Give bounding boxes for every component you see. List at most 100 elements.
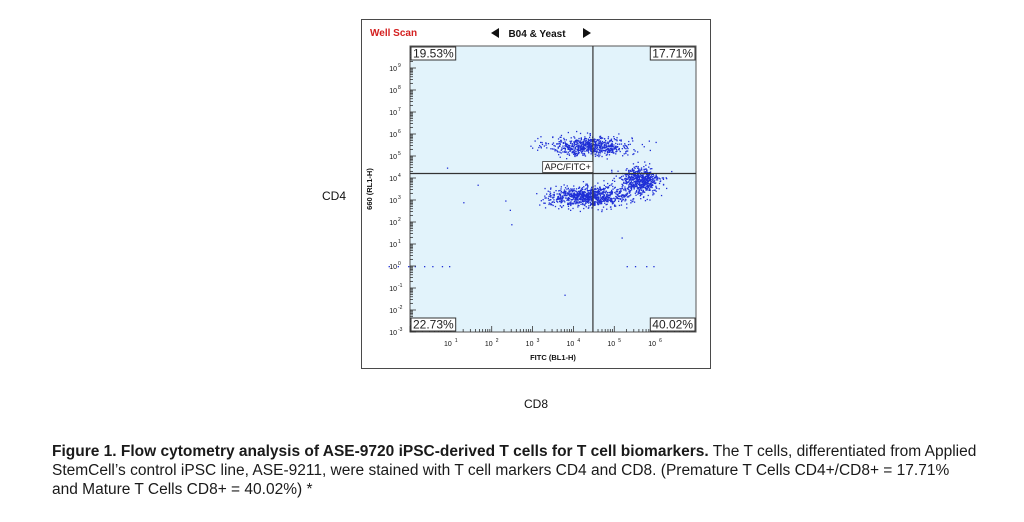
data-point	[579, 148, 582, 150]
data-point	[622, 185, 624, 187]
data-point	[597, 142, 599, 144]
data-point	[608, 149, 610, 151]
data-point	[656, 187, 658, 189]
data-point	[573, 153, 575, 155]
data-point	[574, 153, 576, 155]
data-point	[621, 186, 623, 188]
data-point	[602, 187, 605, 190]
data-point	[590, 147, 592, 149]
y-tick-label: 10	[389, 330, 397, 337]
data-point	[547, 143, 550, 145]
data-point	[588, 195, 590, 197]
data-point	[596, 146, 599, 148]
data-point	[610, 143, 613, 145]
data-point	[611, 142, 613, 144]
data-point	[601, 193, 603, 195]
data-point	[597, 195, 599, 197]
y-tick-label: 10	[389, 220, 397, 227]
data-point	[647, 189, 649, 191]
data-point	[619, 139, 621, 141]
data-point	[621, 178, 623, 180]
data-point	[636, 186, 638, 188]
data-point	[600, 202, 602, 204]
data-point	[640, 181, 642, 183]
gate-label-box[interactable]: APC/FITC+	[542, 161, 594, 173]
data-point	[582, 146, 584, 148]
data-point	[582, 142, 584, 144]
data-point	[630, 202, 632, 204]
data-point	[552, 204, 554, 207]
data-point	[571, 145, 573, 147]
data-point	[633, 174, 635, 177]
data-point	[587, 202, 590, 204]
data-point	[607, 194, 609, 196]
well-scan-label[interactable]: Well Scan	[370, 28, 417, 39]
triangle-left-icon[interactable]	[491, 28, 499, 38]
data-point	[579, 140, 581, 142]
data-point	[637, 176, 640, 178]
y-tick-exponent: 0	[398, 261, 401, 267]
data-point	[611, 189, 613, 192]
data-point	[615, 191, 617, 193]
data-point	[570, 188, 572, 190]
triangle-right-icon[interactable]	[583, 28, 591, 38]
data-point	[588, 139, 590, 142]
y-tick-exponent: 9	[398, 63, 401, 69]
data-point	[601, 210, 603, 213]
data-point	[585, 142, 587, 144]
data-point	[593, 150, 595, 152]
data-point	[587, 150, 589, 152]
data-point	[650, 183, 653, 185]
data-point	[621, 194, 624, 196]
data-point	[543, 145, 545, 147]
data-point	[624, 195, 626, 197]
data-point	[566, 197, 568, 199]
data-point	[599, 140, 601, 142]
data-point	[600, 137, 603, 139]
quadrant-lines[interactable]	[410, 46, 696, 332]
data-point	[573, 185, 575, 187]
data-point	[585, 206, 587, 208]
data-point	[624, 143, 626, 145]
data-point	[558, 190, 560, 192]
data-point	[655, 179, 657, 181]
data-point	[633, 181, 636, 183]
data-point	[626, 146, 628, 148]
data-point	[646, 173, 648, 175]
data-point	[578, 187, 581, 189]
data-point	[643, 176, 645, 178]
data-point	[636, 172, 639, 174]
data-point	[579, 142, 581, 144]
data-point	[650, 171, 652, 173]
data-point	[593, 194, 595, 196]
data-point	[581, 146, 583, 148]
data-point	[627, 144, 630, 146]
data-point	[642, 183, 644, 185]
data-point	[540, 141, 542, 144]
data-point	[626, 207, 628, 209]
data-point	[590, 143, 592, 145]
data-point	[608, 154, 611, 156]
data-point	[604, 196, 606, 198]
y-tick-label: 10	[389, 264, 397, 271]
quadrant-upper-left: 19.53%	[413, 47, 454, 61]
data-point	[649, 188, 651, 190]
data-point	[565, 143, 568, 145]
data-point	[587, 199, 589, 201]
data-point	[630, 173, 632, 175]
data-point	[623, 146, 625, 148]
data-point	[642, 186, 645, 189]
data-point	[593, 147, 595, 149]
data-point	[647, 177, 649, 179]
data-point	[640, 193, 642, 195]
data-point	[572, 198, 574, 201]
data-point	[595, 143, 597, 145]
data-point	[645, 180, 647, 182]
data-point	[645, 175, 648, 177]
data-point	[608, 184, 611, 187]
data-point	[607, 201, 609, 203]
data-point	[615, 193, 617, 195]
data-point	[566, 199, 568, 201]
quadrant-upper-left-box: 19.53%	[410, 46, 457, 61]
data-point	[600, 145, 602, 147]
